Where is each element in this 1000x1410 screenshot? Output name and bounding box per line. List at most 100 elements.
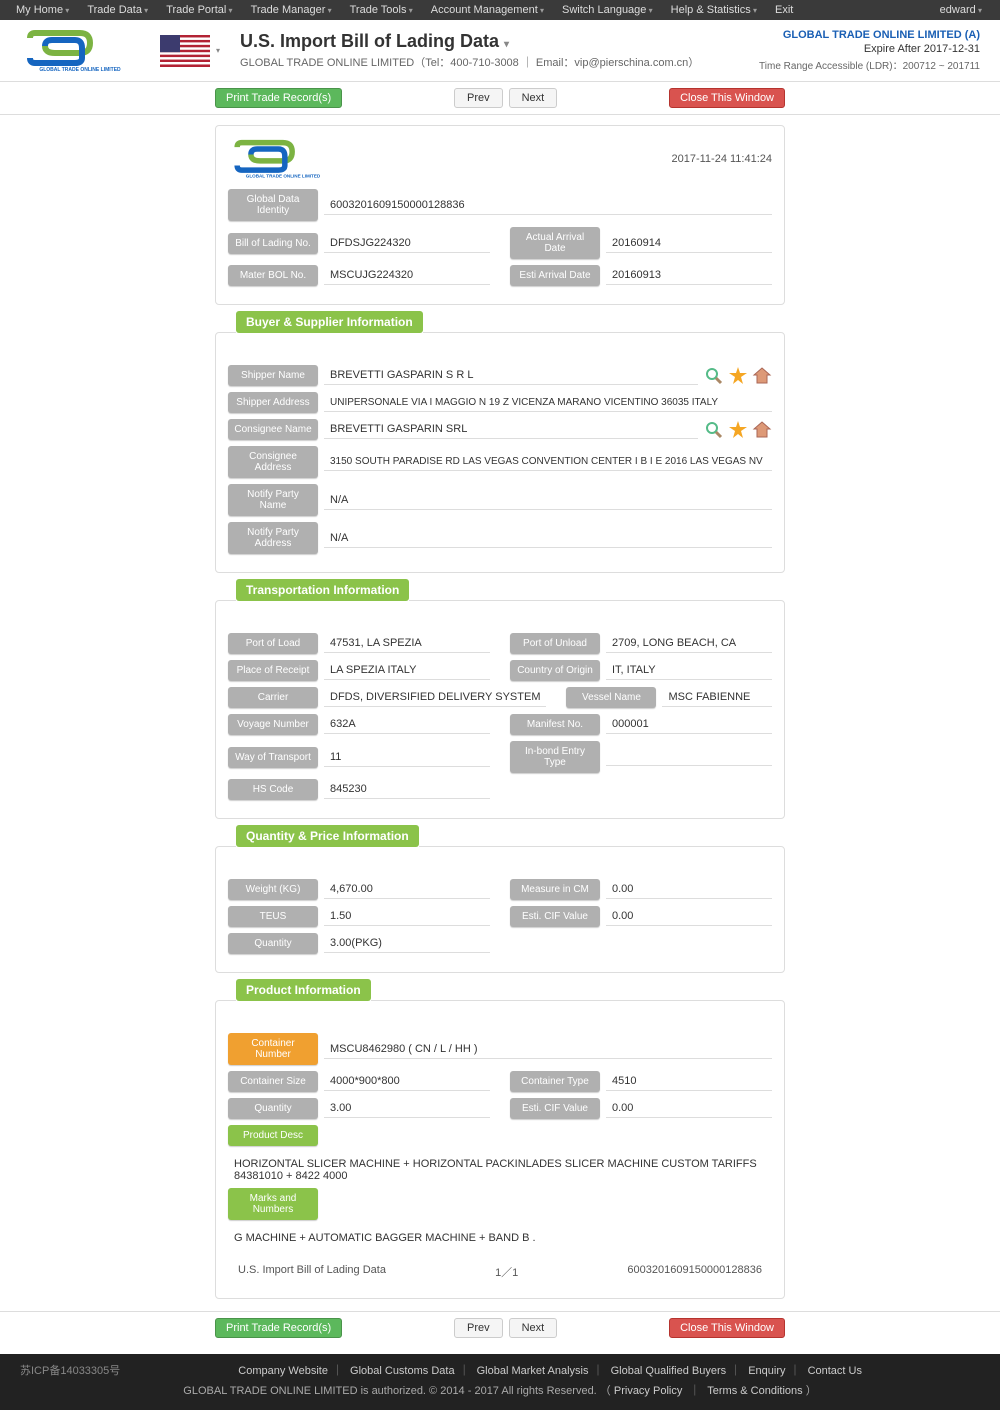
voyage-label: Voyage Number bbox=[228, 714, 318, 735]
timestamp: 2017-11-24 11:41:24 bbox=[671, 153, 772, 165]
wot-value: 11 bbox=[324, 748, 490, 767]
pol-label: Port of Load bbox=[228, 633, 318, 654]
por-value: LA SPEZIA ITALY bbox=[324, 661, 490, 680]
close-button[interactable]: Close This Window bbox=[669, 88, 785, 108]
terms-link[interactable]: Terms & Conditions bbox=[707, 1385, 802, 1397]
footer-link[interactable]: Global Customs Data bbox=[350, 1365, 455, 1377]
arrival-value: 20160914 bbox=[606, 234, 772, 253]
flag-dropdown-icon[interactable]: ▾ bbox=[216, 46, 220, 55]
record-header-card: GLOBAL TRADE ONLINE LIMITED 2017-11-24 1… bbox=[215, 125, 785, 305]
mbol-label: Mater BOL No. bbox=[228, 265, 318, 286]
page-footer: 苏ICP备14033305号 Company Website｜ Global C… bbox=[0, 1354, 1000, 1410]
teus-label: TEUS bbox=[228, 906, 318, 927]
cif-label: Esti. CIF Value bbox=[510, 906, 600, 927]
esti-value: 20160913 bbox=[606, 266, 772, 285]
quantity-label: Quantity bbox=[228, 933, 318, 954]
product-desc-label: Product Desc bbox=[228, 1125, 318, 1146]
icp-number: 苏ICP备14033305号 bbox=[20, 1362, 120, 1378]
por-label: Place of Receipt bbox=[228, 660, 318, 681]
coo-label: Country of Origin bbox=[510, 660, 600, 681]
vessel-label: Vessel Name bbox=[566, 687, 656, 708]
container-number-label: Container Number bbox=[228, 1033, 318, 1065]
voyage-value: 632A bbox=[324, 715, 490, 734]
privacy-link[interactable]: Privacy Policy bbox=[614, 1385, 682, 1397]
print-button[interactable]: Print Trade Record(s) bbox=[215, 88, 342, 108]
copyright: GLOBAL TRADE ONLINE LIMITED is authorize… bbox=[183, 1382, 816, 1398]
home-icon[interactable] bbox=[752, 366, 772, 386]
transport-title: Transportation Information bbox=[236, 579, 409, 601]
qty-card: Quantity & Price Information Weight (KG)… bbox=[215, 831, 785, 973]
menu-language[interactable]: Switch Language bbox=[554, 4, 661, 16]
pou-label: Port of Unload bbox=[510, 633, 600, 654]
close-button-bottom[interactable]: Close This Window bbox=[669, 1318, 785, 1338]
footer-link[interactable]: Company Website bbox=[238, 1365, 328, 1377]
footer-link[interactable]: Global Market Analysis bbox=[477, 1365, 589, 1377]
print-button-bottom[interactable]: Print Trade Record(s) bbox=[215, 1318, 342, 1338]
logo-main: GLOBAL TRADE ONLINE LIMITED bbox=[20, 28, 140, 73]
next-button[interactable]: Next bbox=[509, 88, 558, 108]
esti-label: Esti Arrival Date bbox=[510, 265, 600, 286]
menu-tradedata[interactable]: Trade Data bbox=[79, 4, 156, 16]
menu-tradeportal[interactable]: Trade Portal bbox=[158, 4, 240, 16]
search-icon[interactable] bbox=[704, 366, 724, 386]
footer-link[interactable]: Global Qualified Buyers bbox=[611, 1365, 727, 1377]
container-size-label: Container Size bbox=[228, 1071, 318, 1092]
toolbar-top: Print Trade Record(s) Prev Next Close Th… bbox=[0, 82, 1000, 115]
cif-value: 0.00 bbox=[606, 907, 772, 926]
prev-button[interactable]: Prev bbox=[454, 88, 503, 108]
product-cif-value: 0.00 bbox=[606, 1099, 772, 1118]
container-type-label: Container Type bbox=[510, 1071, 600, 1092]
vessel-value: MSC FABIENNE bbox=[662, 688, 772, 707]
header: GLOBAL TRADE ONLINE LIMITED ▾ U.S. Impor… bbox=[0, 20, 1000, 82]
star-icon[interactable] bbox=[728, 366, 748, 386]
user-menu[interactable]: edward bbox=[932, 4, 992, 16]
menu-account[interactable]: Account Management bbox=[423, 4, 552, 16]
footer-link[interactable]: Enquiry bbox=[748, 1365, 785, 1377]
product-card: Product Information Container NumberMSCU… bbox=[215, 985, 785, 1299]
coo-value: IT, ITALY bbox=[606, 661, 772, 680]
container-number-value: MSCU8462980 ( CN / L / HH ) bbox=[324, 1040, 772, 1059]
measure-value: 0.00 bbox=[606, 880, 772, 899]
notify-addr-label: Notify Party Address bbox=[228, 522, 318, 554]
weight-value: 4,670.00 bbox=[324, 880, 490, 899]
menu-trademanager[interactable]: Trade Manager bbox=[243, 4, 340, 16]
teus-value: 1.50 bbox=[324, 907, 490, 926]
ibet-value bbox=[606, 748, 772, 766]
shipper-addr-label: Shipper Address bbox=[228, 392, 318, 413]
wot-label: Way of Transport bbox=[228, 747, 318, 768]
menu-tradetools[interactable]: Trade Tools bbox=[342, 4, 421, 16]
carrier-value: DFDS, DIVERSIFIED DELIVERY SYSTEM bbox=[324, 688, 546, 707]
toolbar-bottom: Print Trade Record(s) Prev Next Close Th… bbox=[0, 1311, 1000, 1344]
prev-button-bottom[interactable]: Prev bbox=[454, 1318, 503, 1338]
footer-link[interactable]: Contact Us bbox=[808, 1365, 862, 1377]
consignee-name-label: Consignee Name bbox=[228, 419, 318, 440]
star-icon[interactable] bbox=[728, 420, 748, 440]
notify-addr-value: N/A bbox=[324, 529, 772, 548]
bol-value: DFDSJG224320 bbox=[324, 234, 490, 253]
company-name: GLOBAL TRADE ONLINE LIMITED (A) bbox=[759, 29, 980, 41]
shipper-addr-value: UNIPERSONALE VIA I MAGGIO N 19 Z VICENZA… bbox=[324, 394, 772, 412]
page-subtitle: GLOBAL TRADE ONLINE LIMITED（Tel：400-710-… bbox=[240, 54, 759, 70]
menu-exit[interactable]: Exit bbox=[767, 4, 801, 16]
container-type-value: 4510 bbox=[606, 1072, 772, 1091]
time-range: Time Range Accessible (LDR)：200712 ~ 201… bbox=[759, 57, 980, 72]
pol-value: 47531, LA SPEZIA bbox=[324, 634, 490, 653]
product-desc-value: HORIZONTAL SLICER MACHINE + HORIZONTAL P… bbox=[228, 1152, 772, 1188]
search-icon[interactable] bbox=[704, 420, 724, 440]
next-button-bottom[interactable]: Next bbox=[509, 1318, 558, 1338]
card-footer: U.S. Import Bill of Lading Data 1／1 6003… bbox=[228, 1258, 772, 1286]
menu-myhome[interactable]: My Home bbox=[8, 4, 77, 16]
content: GLOBAL TRADE ONLINE LIMITED 2017-11-24 1… bbox=[215, 125, 785, 1299]
home-icon[interactable] bbox=[752, 420, 772, 440]
consignee-name-value: BREVETTI GASPARIN SRL bbox=[324, 420, 698, 439]
consignee-addr-value: 3150 SOUTH PARADISE RD LAS VEGAS CONVENT… bbox=[324, 453, 772, 471]
carrier-label: Carrier bbox=[228, 687, 318, 708]
product-qty-value: 3.00 bbox=[324, 1099, 490, 1118]
svg-text:GLOBAL TRADE ONLINE LIMITED: GLOBAL TRADE ONLINE LIMITED bbox=[39, 67, 121, 73]
header-title-block: U.S. Import Bill of Lading Data ▾ GLOBAL… bbox=[240, 31, 759, 70]
menu-help[interactable]: Help & Statistics bbox=[663, 4, 765, 16]
footer-left: U.S. Import Bill of Lading Data bbox=[238, 1264, 386, 1280]
svg-text:GLOBAL TRADE ONLINE LIMITED: GLOBAL TRADE ONLINE LIMITED bbox=[246, 173, 321, 178]
flag-us[interactable] bbox=[160, 35, 210, 67]
measure-label: Measure in CM bbox=[510, 879, 600, 900]
